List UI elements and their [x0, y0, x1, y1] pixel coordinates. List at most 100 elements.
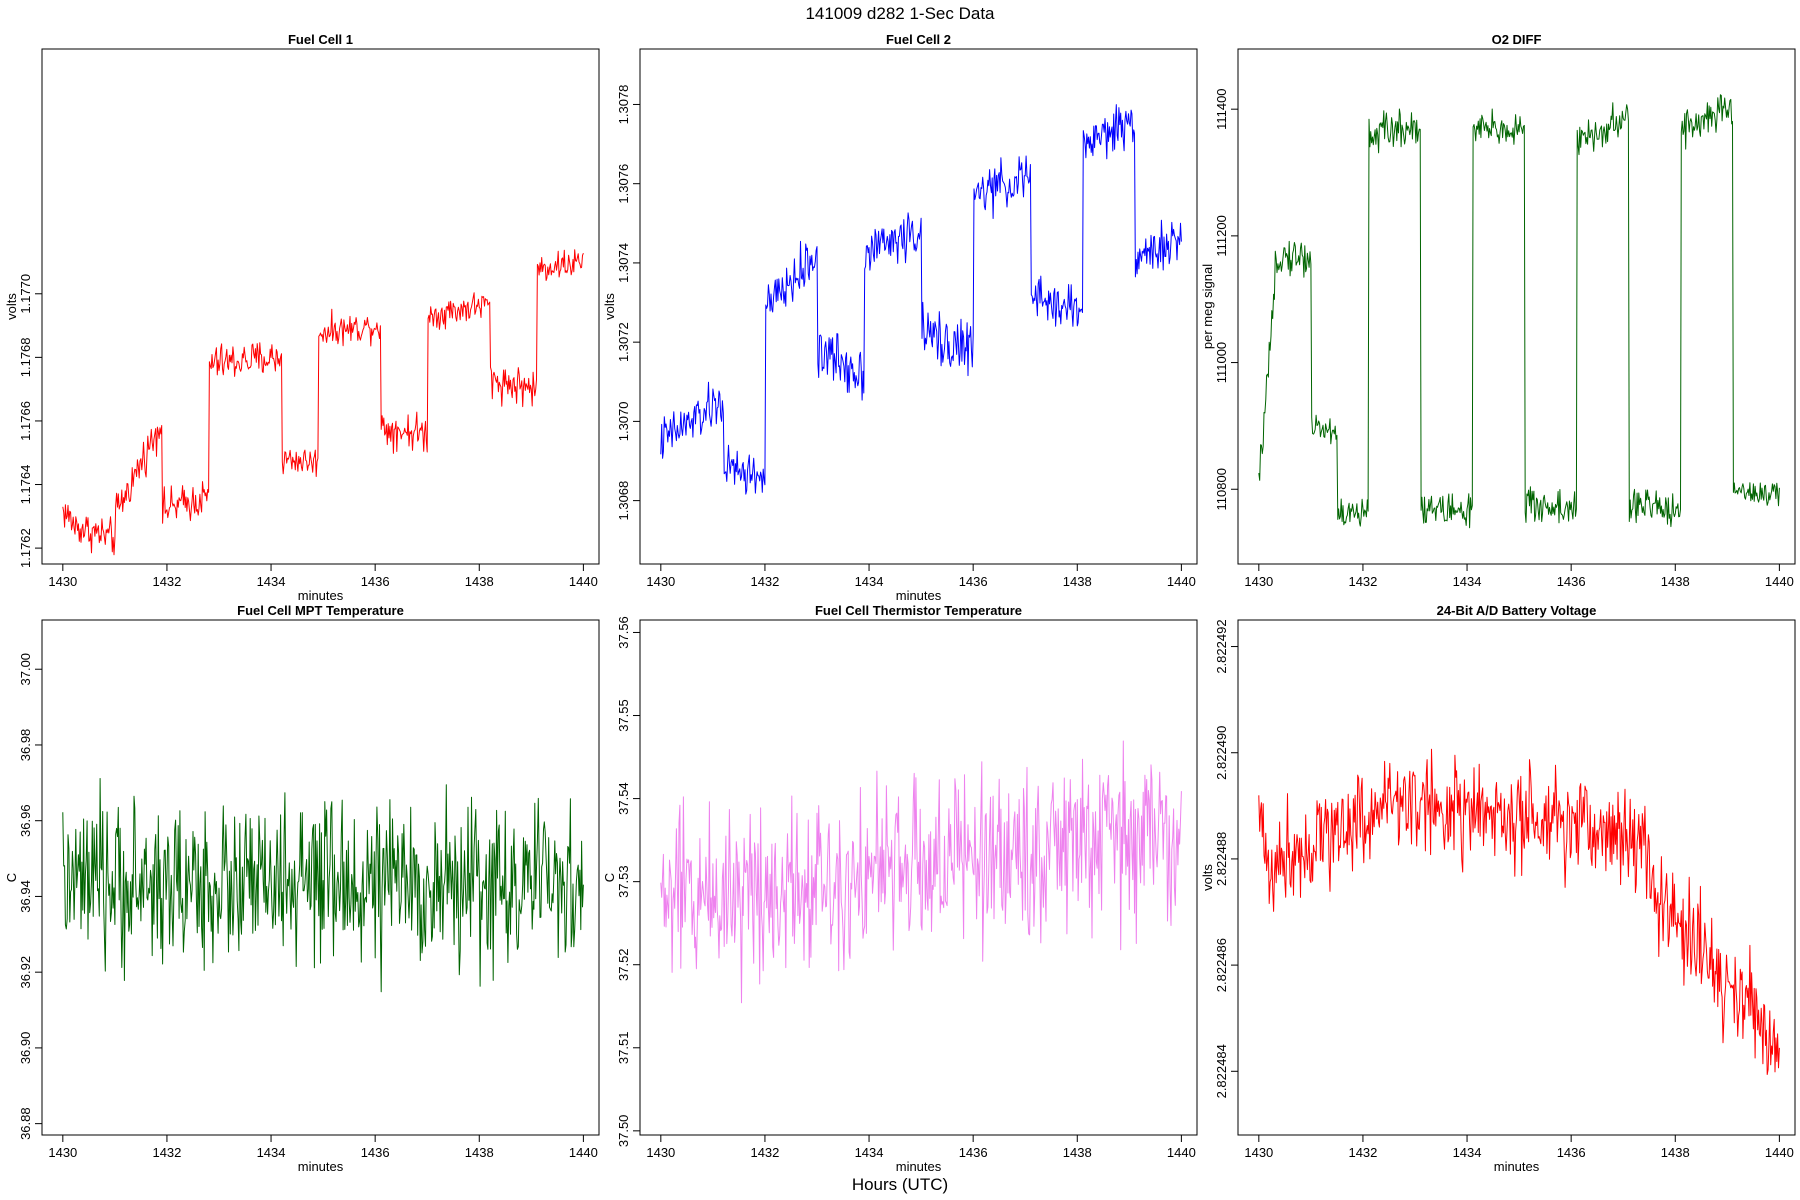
x-tick-label: 1434 — [855, 1145, 884, 1160]
x-tick-label: 1430 — [1244, 574, 1273, 589]
y-tick-label: 36.92 — [18, 956, 33, 989]
x-tick-label: 1430 — [646, 574, 675, 589]
x-axis-label: minutes — [298, 1159, 344, 1174]
series-line — [660, 740, 1182, 1004]
x-tick-label: 1432 — [1348, 574, 1377, 589]
panel-title: 24-Bit A/D Battery Voltage — [1437, 603, 1597, 618]
y-axis-label: volts — [4, 293, 19, 320]
plot-frame — [639, 48, 1198, 565]
x-tick-label: 1438 — [1661, 1145, 1690, 1160]
x-tick-label: 1438 — [1063, 574, 1092, 589]
plot-frame — [41, 48, 600, 565]
y-tick-label: 1.3076 — [616, 164, 631, 204]
x-tick-label: 1434 — [855, 574, 884, 589]
x-tick-label: 1438 — [465, 1145, 494, 1160]
series-line — [1258, 94, 1780, 529]
x-tick-label: 1438 — [1661, 574, 1690, 589]
y-tick-label: 1.3070 — [616, 402, 631, 442]
plot-frame — [639, 619, 1198, 1136]
x-tick-label: 1440 — [1765, 574, 1794, 589]
plot-frame — [1237, 48, 1796, 565]
x-tick-label: 1432 — [152, 1145, 181, 1160]
x-axis-label: minutes — [896, 588, 942, 603]
y-tick-label: 37.50 — [616, 1115, 631, 1148]
y-tick-label: 37.51 — [616, 1032, 631, 1065]
panel-title: Fuel Cell 2 — [886, 32, 951, 47]
series-line — [62, 249, 584, 556]
y-tick-label: 2.822490 — [1214, 726, 1229, 780]
y-tick-label: 37.52 — [616, 948, 631, 981]
x-tick-label: 1436 — [959, 1145, 988, 1160]
x-tick-label: 1436 — [361, 574, 390, 589]
x-tick-label: 1430 — [646, 1145, 675, 1160]
x-tick-label: 1436 — [1557, 1145, 1586, 1160]
y-tick-label: 1.1764 — [18, 465, 33, 505]
y-tick-label: 2.822492 — [1214, 619, 1229, 673]
plot-frame — [1237, 619, 1796, 1136]
y-axis-label: C — [4, 873, 19, 882]
x-tick-label: 1432 — [152, 574, 181, 589]
y-tick-label: 1.1768 — [18, 337, 33, 377]
x-tick-label: 1440 — [1167, 574, 1196, 589]
x-tick-label: 1430 — [1244, 1145, 1273, 1160]
x-axis-label: minutes — [298, 588, 344, 603]
y-tick-label: 37.00 — [18, 653, 33, 686]
x-tick-label: 1430 — [48, 1145, 77, 1160]
chart-panel-1: Fuel Cell 1 1430 1432 1434 1436 1438 1440 1.176… — [4, 32, 600, 603]
y-tick-label: 1.3072 — [616, 322, 631, 362]
x-tick-label: 1440 — [569, 574, 598, 589]
x-tick-label: 1430 — [48, 574, 77, 589]
y-tick-label: 36.94 — [18, 880, 33, 913]
panel-title: Fuel Cell MPT Temperature — [237, 603, 404, 618]
x-tick-label: 1436 — [959, 574, 988, 589]
y-tick-label: 36.90 — [18, 1032, 33, 1065]
y-tick-label: 36.88 — [18, 1107, 33, 1140]
x-tick-label: 1440 — [569, 1145, 598, 1160]
series-line — [1258, 748, 1780, 1075]
y-tick-label: 36.96 — [18, 804, 33, 837]
chart-panel-2: Fuel Cell 2 1430 1432 1434 1436 1438 1440 1.306… — [602, 32, 1198, 603]
panel-title: Fuel Cell Thermistor Temperature — [815, 603, 1022, 618]
panels: Fuel Cell 1 1430 1432 1434 1436 1438 1440 1.176… — [4, 32, 1796, 1174]
x-tick-label: 1440 — [1167, 1145, 1196, 1160]
series-line — [62, 778, 584, 993]
y-tick-label: 37.53 — [616, 865, 631, 898]
chart-panel-4: Fuel Cell MPT Temperature 1430 1432 1434 143… — [4, 603, 600, 1174]
y-tick-label: 2.822484 — [1214, 1044, 1229, 1098]
x-tick-label: 1432 — [750, 574, 779, 589]
x-tick-label: 1438 — [465, 574, 494, 589]
x-tick-label: 1436 — [361, 1145, 390, 1160]
y-tick-label: 1.1770 — [18, 274, 33, 314]
plot-frame — [41, 619, 600, 1136]
y-tick-label: 111400 — [1214, 88, 1229, 129]
panel-title: Fuel Cell 1 — [288, 32, 353, 47]
y-tick-label: 37.54 — [616, 782, 631, 815]
y-tick-label: 1.1762 — [18, 528, 33, 568]
y-tick-label: 110800 — [1214, 468, 1229, 510]
series-line — [660, 104, 1182, 495]
y-tick-label: 1.3078 — [616, 85, 631, 125]
panel-title: O2 DIFF — [1492, 32, 1542, 47]
y-tick-label: 36.98 — [18, 729, 33, 762]
y-tick-label: 1.1766 — [18, 401, 33, 441]
y-axis-label: volts — [602, 293, 617, 320]
y-tick-label: 37.55 — [616, 699, 631, 732]
x-tick-label: 1440 — [1765, 1145, 1794, 1160]
x-tick-label: 1434 — [257, 1145, 286, 1160]
x-tick-label: 1436 — [1557, 574, 1586, 589]
y-axis-label: per meg signal — [1200, 264, 1215, 349]
x-tick-label: 1438 — [1063, 1145, 1092, 1160]
y-tick-label: 37.56 — [616, 616, 631, 649]
x-axis-label: minutes — [896, 1159, 942, 1174]
chart-panel-5: Fuel Cell Thermistor Temperature 1430 1432… — [602, 603, 1198, 1174]
y-tick-label: 111000 — [1214, 342, 1229, 383]
y-axis-label: C — [602, 873, 617, 882]
chart-panel-6: 24-Bit A/D Battery Voltage 1430 1432 1434 14… — [1200, 603, 1796, 1174]
y-tick-label: 1.3074 — [616, 243, 631, 283]
y-tick-label: 2.822486 — [1214, 938, 1229, 992]
x-axis-label: minutes — [1494, 1159, 1540, 1174]
y-axis-label: volts — [1200, 864, 1215, 891]
x-tick-label: 1434 — [257, 574, 286, 589]
common-x-label: Hours (UTC) — [852, 1175, 948, 1194]
